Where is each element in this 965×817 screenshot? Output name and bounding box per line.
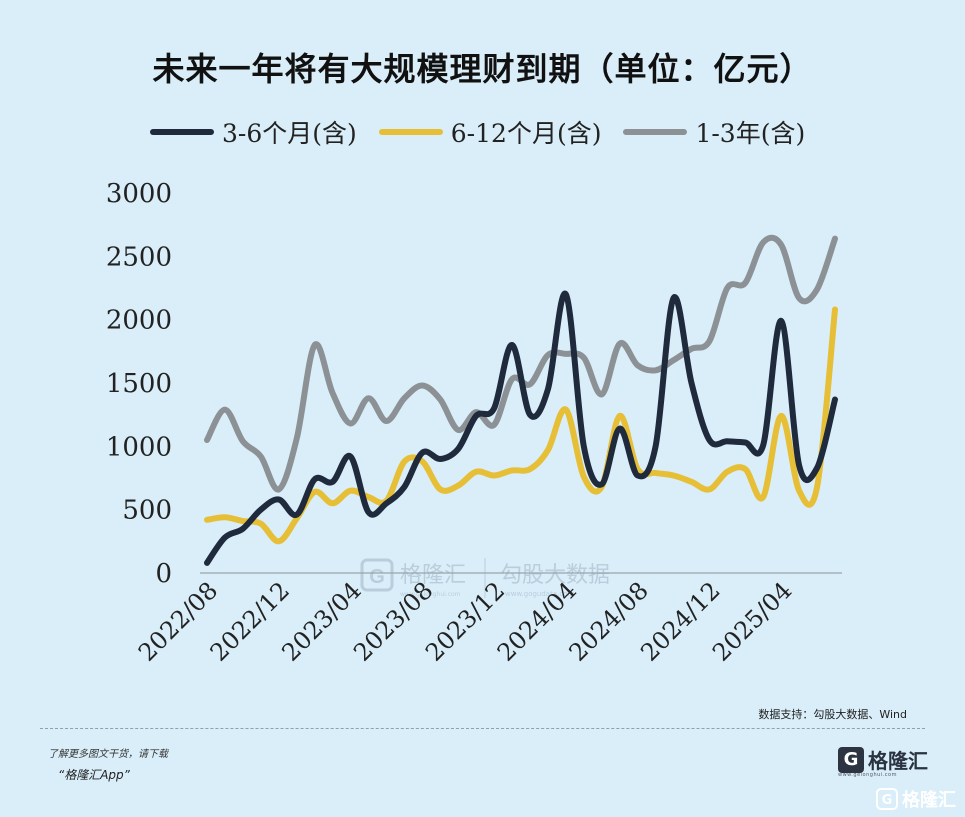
watermark-brand-url: www.gelonghui.com [400,591,461,598]
promo-text: 了解更多图文干货，请下载 [48,749,168,760]
watermark-logo-letter: G [369,566,385,588]
footer-divider [40,728,925,729]
y-tick-label: 3000 [106,179,172,209]
legend-swatch-3-6m [150,129,214,135]
y-tick-label: 2500 [106,242,172,272]
y-tick-label: 2000 [106,306,172,336]
watermark-brand: 格隆汇 [400,563,466,588]
brand-name: 格隆汇 [868,749,928,773]
corner-g-icon: G [876,788,898,810]
series-line-6-12m [204,306,838,545]
legend-item-3-6m: 3-6个月(含) [150,114,357,150]
series-line-1-3y [204,234,838,493]
watermark: G 格隆汇 www.gelonghui.com 勾股大数据 www.goguda… [360,558,610,598]
corner-brand-name: 格隆汇 [902,790,956,811]
brand-logo: G 格隆汇 [838,745,928,774]
brand-g-icon: G [838,746,864,773]
legend-swatch-6-12m [378,129,443,135]
legend-label-3-6m: 3-6个月(含) [222,119,357,148]
line-chart: G 格隆汇 www.gelonghui.com 勾股大数据 www.goguda… [106,179,842,667]
y-axis: 0 500 1000 1500 2000 2500 3000 [106,179,172,589]
y-tick-label: 1500 [106,369,172,399]
promo-app-name: “格隆汇App” [58,768,130,782]
x-tick-label: 2025/04 [707,576,797,666]
y-tick-label: 0 [155,559,172,589]
legend-swatch-1-3y [623,129,688,135]
legend-label-6-12m: 6-12个月(含) [450,119,602,148]
watermark-logo-icon [360,558,394,592]
x-axis: 2022/082022/122023/042023/082023/122024/… [133,576,797,666]
watermark-product-url: www.gogudata.com [505,590,574,598]
legend-label-1-3y: 1-3年(含) [695,119,806,148]
series-lines [204,234,838,566]
watermark-product: 勾股大数据 [500,563,610,588]
brand-url: www.gelonghui.com [838,772,897,778]
corner-watermark: G 格隆汇 [876,786,956,812]
y-tick-label: 500 [122,496,172,526]
source-note: 数据支持：勾股大数据、Wind [758,708,907,721]
chart-legend: 3-6个月(含) 6-12个月(含) 1-3年(含) [150,112,805,152]
series-line-3-6m [204,290,838,566]
legend-item-1-3y: 1-3年(含) [623,114,805,150]
chart-title: 未来一年将有大规模理财到期（单位：亿元） [152,50,813,88]
legend-item-6-12m: 6-12个月(含) [378,114,602,150]
y-tick-label: 1000 [106,432,172,462]
